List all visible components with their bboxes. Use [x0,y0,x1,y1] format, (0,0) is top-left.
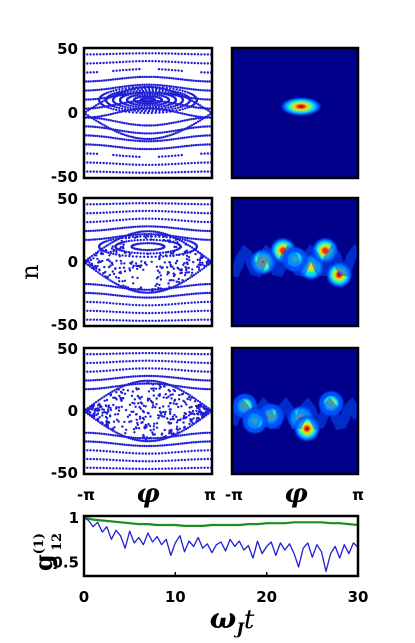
y-tick-label: 50 [57,340,78,358]
phase-panel-frame [82,46,214,180]
coherence-ticks: 0 10 20 30 1 0.5 [52,509,368,606]
y-tick-label: 50 [57,190,78,208]
phase-points [84,351,212,471]
y-tick-label: -50 [51,464,78,482]
phase-y-ticks: 50 0 -50 50 0 -50 50 0 -50 [51,40,78,482]
coherence-x-tick: 10 [165,588,186,606]
coherence-x-label: ωJt [210,602,255,638]
coherence-panel [82,514,360,578]
x-axis-label-phi-right: φ [284,479,308,509]
coherence-frame [82,514,360,578]
y-tick-label: 0 [68,402,78,420]
y-axis-label-n: n [16,264,44,279]
coherence-x-tick: 20 [256,588,277,606]
y-tick-label: 50 [57,40,78,58]
phase-panel-frame [82,346,214,476]
density-panel-3 [230,346,360,476]
phase-panel-1 [82,46,214,180]
density-panel-1 [230,46,360,180]
density-panel-frame [230,46,360,180]
density-band [232,244,358,278]
y-tick-label: 0 [68,253,78,271]
density-panel-2 [230,196,360,328]
x-tick-left-pi: π [204,486,216,504]
coherence-y-label: g(1) 12 [29,533,65,571]
phase-points [84,202,212,322]
blue-series-line [84,517,358,573]
green-series-line [84,516,358,527]
y-tick-label: 0 [68,104,78,122]
phase-panel-3 [82,346,214,476]
density-blob [279,96,323,117]
coherence-x-tick: 30 [348,588,369,606]
density-panels [230,46,360,476]
coherence-y-tick: 0.5 [52,554,79,572]
phase-panel-2 [82,196,214,328]
x-axis-label-phi-left: φ [136,479,160,509]
y-tick-label: -50 [51,168,78,186]
x-tick-left-minus-pi: -π [77,486,95,504]
density-band [232,397,358,430]
phase-points [84,52,212,174]
coherence-y-tick: 1 [69,509,79,527]
x-tick-right-pi: π [352,486,364,504]
density-panel-frame [230,196,360,328]
coherence-x-tick: 0 [79,588,89,606]
density-panel-frame [230,346,360,476]
x-tick-right-minus-pi: -π [225,486,243,504]
y-tick-label: -50 [51,316,78,334]
phase-panel-frame [82,196,214,328]
phase-space-panels [82,46,214,476]
